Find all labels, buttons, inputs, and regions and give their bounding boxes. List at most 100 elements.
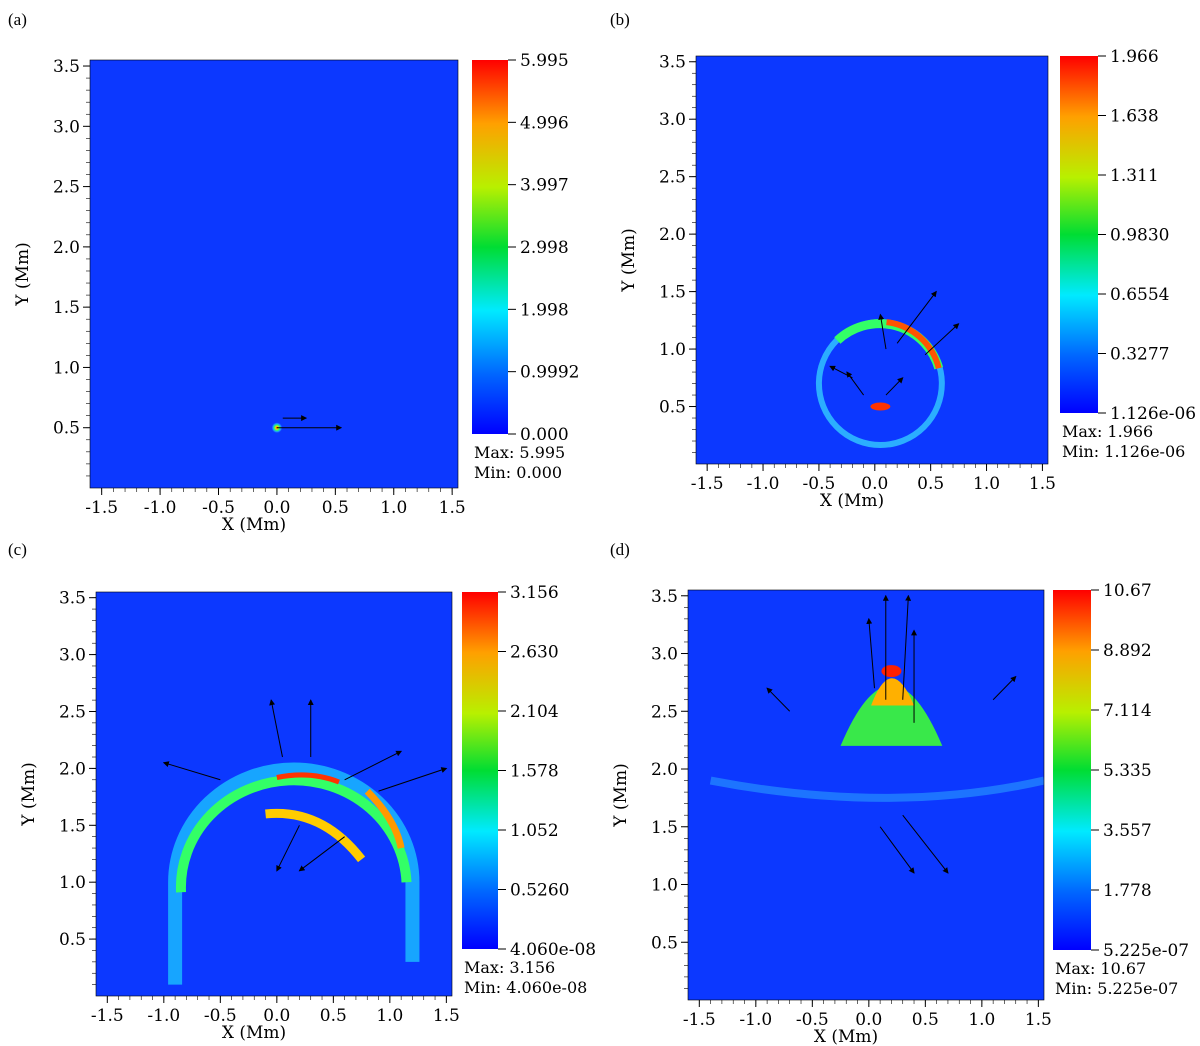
min-readout: Min: 4.060e-08 — [464, 978, 587, 997]
colorbar-tick-label: 0.000 — [520, 425, 569, 445]
x-tick-label: -1.0 — [144, 498, 177, 518]
y-tick-label: 0.5 — [651, 933, 678, 953]
y-tick-label: 2.5 — [59, 702, 86, 722]
colorbar-tick-label: 5.995 — [520, 51, 569, 71]
colorbar-tick-label: 7.114 — [1103, 701, 1152, 721]
y-tick-label: 3.5 — [59, 589, 86, 609]
x-tick-label: 0.0 — [263, 1006, 290, 1026]
x-tick-label: 1.0 — [376, 1006, 403, 1026]
plot-area-a — [90, 60, 458, 488]
x-tick-label: 1.5 — [1029, 474, 1056, 494]
min-readout: Min: 1.126e-06 — [1062, 442, 1185, 461]
y-tick-label: 3.5 — [53, 57, 80, 77]
x-tick-label: 1.0 — [380, 498, 407, 518]
heatmap-field-c — [162, 699, 448, 985]
y-tick-label: 0.5 — [53, 419, 80, 439]
colorbar-tick-label: 1.578 — [510, 762, 559, 782]
x-tick-label: -0.5 — [796, 1010, 829, 1030]
axes-frame-d — [687, 589, 1045, 1001]
vector-arrow — [902, 594, 912, 700]
x-tick-label: 0.5 — [322, 498, 349, 518]
x-axis-label: X (Mm) — [814, 1027, 878, 1046]
colorbar-tick-label: 0.9992 — [520, 363, 579, 383]
min-readout: Min: 0.000 — [474, 463, 562, 482]
vector-arrow — [269, 699, 283, 758]
feature-dome — [840, 685, 943, 746]
x-tick-label: -0.5 — [202, 498, 235, 518]
colorbar-tick-label: 1.778 — [1103, 881, 1152, 901]
vector-arrow — [902, 814, 949, 874]
colorbar-tick-label: 2.630 — [510, 643, 559, 663]
x-tick-label: 0.5 — [912, 1010, 939, 1030]
vector-arrow — [879, 826, 915, 874]
x-tick-label: 0.0 — [861, 474, 888, 494]
y-tick-label: 1.0 — [53, 358, 80, 378]
colorbar-tick-label: 1.998 — [520, 300, 569, 320]
y-tick-label: 2.5 — [659, 168, 686, 188]
y-axis-label: Y (Mm) — [13, 242, 33, 306]
feature-outer-arc — [168, 762, 420, 985]
min-readout: Min: 5.225e-07 — [1055, 979, 1178, 998]
y-tick-label: 2.5 — [53, 178, 80, 198]
y-axis-label: Y (Mm) — [619, 228, 639, 292]
max-readout: Max: 5.995 — [474, 443, 565, 462]
colorbar-d — [1053, 590, 1091, 950]
colorbar-tick-label: 8.892 — [1103, 641, 1152, 661]
feature-band — [709, 776, 1044, 802]
plot-area-b — [696, 56, 1048, 464]
panel-label-b: (b) — [610, 10, 630, 29]
y-tick-label: 3.5 — [659, 53, 686, 73]
y-tick-label: 3.5 — [651, 587, 678, 607]
y-tick-label: 2.0 — [651, 760, 678, 780]
feature-ring-peak — [886, 319, 942, 369]
vector-arrow — [276, 825, 300, 872]
heatmap-field-b — [815, 290, 960, 449]
y-tick-label: 1.0 — [659, 340, 686, 360]
vector-arrow — [878, 313, 887, 350]
x-tick-label: 0.5 — [917, 474, 944, 494]
y-tick-label: 2.5 — [651, 702, 678, 722]
y-tick-label: 1.0 — [59, 873, 86, 893]
x-tick-label: -1.0 — [747, 474, 780, 494]
colorbar-tick-label: 0.6554 — [1110, 285, 1169, 305]
x-tick-label: 0.0 — [855, 1010, 882, 1030]
plot-area-c — [96, 592, 452, 996]
y-tick-label: 1.0 — [651, 876, 678, 896]
axes-frame-c — [95, 591, 453, 997]
x-tick-label: 1.5 — [1025, 1010, 1052, 1030]
colorbar-tick-label: 1.638 — [1110, 107, 1159, 127]
vector-arrow — [866, 617, 875, 689]
y-axis-label: Y (Mm) — [611, 763, 631, 827]
y-tick-label: 2.0 — [659, 225, 686, 245]
x-tick-label: -0.5 — [803, 474, 836, 494]
colorbar-a — [472, 60, 508, 434]
max-readout: Max: 3.156 — [464, 958, 555, 977]
axes-frame-a — [89, 59, 459, 489]
colorbar-tick-label: 2.998 — [520, 238, 569, 258]
x-tick-label: -0.5 — [204, 1006, 237, 1026]
colorbar-tick-label: 3.156 — [510, 583, 559, 603]
y-tick-label: 0.5 — [59, 930, 86, 950]
panel-label-d: (d) — [610, 540, 630, 559]
colorbar-tick-label: 1.311 — [1110, 166, 1159, 186]
x-axis-label: X (Mm) — [820, 491, 884, 511]
x-tick-label: 0.5 — [320, 1006, 347, 1026]
axes-frame-b — [695, 55, 1049, 465]
colorbar-c — [462, 592, 498, 949]
x-tick-label: 1.5 — [439, 498, 466, 518]
vector-arrow — [298, 836, 345, 872]
colorbar-tick-label: 5.225e-07 — [1103, 941, 1189, 961]
colorbar-b — [1060, 56, 1098, 413]
y-tick-label: 1.5 — [659, 283, 686, 303]
heatmap-field-d — [709, 594, 1044, 874]
x-axis-label: X (Mm) — [222, 1023, 286, 1043]
x-tick-label: 0.0 — [263, 498, 290, 518]
colorbar-tick-label: 4.996 — [520, 113, 569, 133]
y-tick-label: 0.5 — [659, 398, 686, 418]
y-tick-label: 2.0 — [53, 238, 80, 258]
y-tick-label: 1.5 — [53, 298, 80, 318]
vector-arrow — [846, 371, 865, 396]
